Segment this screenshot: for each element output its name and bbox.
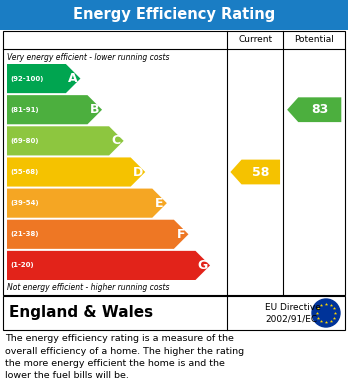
Polygon shape: [7, 188, 167, 218]
Text: 58: 58: [252, 165, 269, 179]
Text: (1-20): (1-20): [10, 262, 34, 269]
Bar: [3, 31, 345, 295]
Text: C: C: [112, 135, 121, 147]
Text: (69-80): (69-80): [10, 138, 39, 144]
Text: Very energy efficient - lower running costs: Very energy efficient - lower running co…: [7, 54, 169, 63]
Bar: [3, 296, 345, 330]
Polygon shape: [7, 64, 80, 93]
Text: Potential: Potential: [294, 36, 334, 45]
Polygon shape: [230, 160, 280, 185]
Bar: [0, 0, 348, 30]
Text: G: G: [198, 259, 208, 272]
Polygon shape: [7, 251, 210, 280]
Text: (21-38): (21-38): [10, 231, 39, 237]
Circle shape: [312, 299, 340, 327]
Text: (39-54): (39-54): [10, 200, 39, 206]
Text: Energy Efficiency Rating: Energy Efficiency Rating: [73, 7, 275, 23]
Polygon shape: [7, 220, 189, 249]
Text: 83: 83: [311, 103, 329, 116]
Polygon shape: [7, 126, 124, 156]
Text: B: B: [90, 103, 100, 116]
Text: Current: Current: [238, 36, 272, 45]
Text: E: E: [155, 197, 164, 210]
Text: England & Wales: England & Wales: [9, 305, 153, 321]
Text: The energy efficiency rating is a measure of the
overall efficiency of a home. T: The energy efficiency rating is a measur…: [5, 334, 244, 380]
Text: Not energy efficient - higher running costs: Not energy efficient - higher running co…: [7, 283, 169, 292]
Polygon shape: [7, 95, 102, 124]
Text: (92-100): (92-100): [10, 75, 44, 82]
Text: A: A: [68, 72, 78, 85]
Text: D: D: [133, 165, 143, 179]
Text: EU Directive
2002/91/EC: EU Directive 2002/91/EC: [265, 303, 321, 323]
Text: (55-68): (55-68): [10, 169, 38, 175]
Polygon shape: [7, 158, 145, 187]
Polygon shape: [287, 97, 341, 122]
Text: F: F: [177, 228, 185, 241]
Text: (81-91): (81-91): [10, 107, 39, 113]
